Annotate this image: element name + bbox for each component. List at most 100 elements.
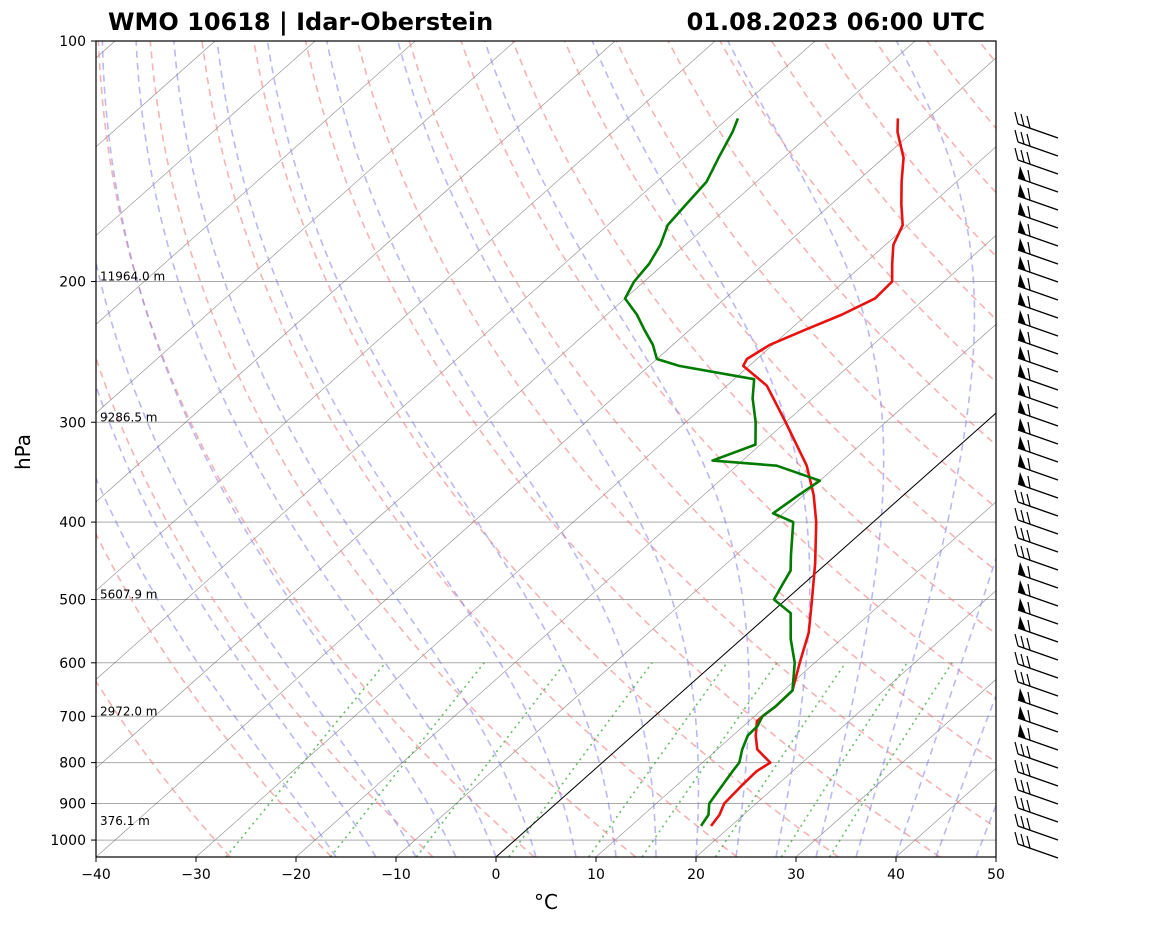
wind-barb-shaft (1017, 141, 1059, 157)
isotherm--50 (96, 41, 916, 769)
wind-barb-feather (1027, 349, 1031, 363)
wind-barb-feather (1026, 655, 1031, 669)
moist-adiabat-4 (173, 41, 537, 857)
wind-barb (1017, 292, 1059, 319)
wind-barb (1017, 238, 1059, 265)
wind-barb-flag (1018, 688, 1026, 703)
wind-barb (1017, 328, 1059, 355)
isotherm-30 (795, 679, 996, 857)
wind-barb-feather (1020, 815, 1025, 829)
x-tick-label: −10 (381, 867, 411, 883)
moist-adiabat-16 (325, 41, 657, 857)
isotherm--110 (96, 41, 316, 236)
isotherm-10 (595, 501, 996, 857)
mixing-ratio-line-16 (714, 662, 847, 857)
wind-barb-feather (1027, 583, 1031, 597)
wind-barb-shaft (1017, 519, 1059, 535)
wind-barb (1014, 831, 1059, 859)
dry-adiabat-60 (408, 41, 996, 764)
y-tick-label: 400 (59, 515, 86, 531)
wind-barb-flag (1018, 382, 1026, 397)
wind-barb (1017, 400, 1059, 427)
mixing-ratio-line-10 (641, 662, 778, 857)
dewpoint-profile (623, 117, 822, 827)
moist-adiabat-12 (266, 41, 617, 857)
wind-barb-feather (1014, 651, 1019, 665)
wind-barb-feather (1027, 187, 1031, 201)
wind-barb-feather (1027, 367, 1031, 381)
wind-barb-shaft (1017, 753, 1059, 769)
wind-barb-flag (1018, 328, 1026, 343)
wind-barb-feather (1014, 831, 1019, 845)
moist-adiabat-8 (216, 41, 577, 857)
wind-barb-feather (1014, 669, 1019, 683)
isotherm--10 (395, 323, 996, 857)
dry-adiabat-140 (822, 41, 996, 258)
mixing-ratio-line-2 (415, 662, 566, 857)
wind-barb-flag (1018, 238, 1026, 253)
wind-barb-feather (1027, 241, 1031, 255)
wind-barb-feather (1014, 741, 1019, 755)
wind-barb (1017, 454, 1059, 481)
wind-barb-feather (1020, 545, 1025, 559)
wind-barb-shaft (1017, 123, 1059, 139)
dry-adiabat-10 (149, 41, 637, 857)
wind-barb-feather (1027, 259, 1031, 273)
wind-barbs (1014, 111, 1059, 859)
wind-barb (1014, 813, 1059, 841)
dry-adiabat-150 (874, 41, 996, 194)
wind-barb (1014, 507, 1059, 535)
dry-adiabat-90 (563, 41, 996, 572)
temperature-profile (709, 118, 905, 827)
wind-barb-feather (1026, 637, 1031, 651)
x-tick-label: 10 (587, 867, 605, 883)
wind-barb-feather (1020, 635, 1025, 649)
wind-barb-flag (1018, 184, 1026, 199)
wind-barb (1017, 580, 1059, 607)
mixing-ratio-line-7 (588, 662, 728, 857)
height-label: 2972.0 m (100, 704, 158, 718)
wind-barb-flag (1018, 400, 1026, 415)
wind-barb (1017, 382, 1059, 409)
wind-barb (1017, 274, 1059, 301)
wind-barb-feather (1020, 527, 1025, 541)
wind-barb-feather (1020, 113, 1025, 127)
dry-adiabat-170 (978, 41, 996, 64)
moist-adiabat-0 (135, 41, 497, 857)
wind-barb-flag (1018, 310, 1026, 325)
wind-barb-feather (1027, 565, 1031, 579)
dry-adiabat-100 (615, 41, 996, 509)
y-tick-label: 900 (59, 797, 86, 813)
moist-adiabat--4 (101, 41, 457, 857)
y-tick-label: 500 (59, 593, 86, 609)
wind-barb-shaft (1017, 555, 1059, 571)
height-label: 11964.0 m (100, 270, 165, 284)
wind-barb-feather (1027, 439, 1031, 453)
moist-adiabat--8 (96, 259, 417, 857)
wind-barb-feather (1026, 673, 1031, 687)
isotherms (96, 41, 996, 857)
height-label: 5607.9 m (100, 588, 158, 602)
wind-barb (1017, 166, 1059, 193)
isotherm--80 (96, 41, 616, 503)
moist-adiabat-32 (727, 41, 885, 857)
wind-barb (1017, 616, 1059, 643)
wind-barb-flag (1018, 220, 1026, 235)
wind-barb (1017, 472, 1059, 499)
wind-barb (1017, 598, 1059, 625)
wind-barb-feather (1026, 511, 1031, 525)
moist-adiabat-52 (1016, 41, 1160, 857)
wind-barb-feather (1026, 835, 1031, 849)
wind-barb-feather (1020, 743, 1025, 757)
mixing-ratio-line-24 (780, 662, 908, 857)
wind-barb-feather (1020, 509, 1025, 523)
y-axis-label: hPa (11, 434, 35, 470)
wind-barb (1017, 706, 1059, 733)
wind-barb-feather (1027, 169, 1031, 183)
wind-barb-feather (1014, 111, 1019, 125)
wind-barb-feather (1027, 313, 1031, 327)
wind-barb-feather (1027, 691, 1031, 705)
wind-barb-flag (1018, 706, 1026, 721)
x-tick-label: −30 (181, 867, 211, 883)
moist-adiabat--12 (96, 383, 377, 857)
